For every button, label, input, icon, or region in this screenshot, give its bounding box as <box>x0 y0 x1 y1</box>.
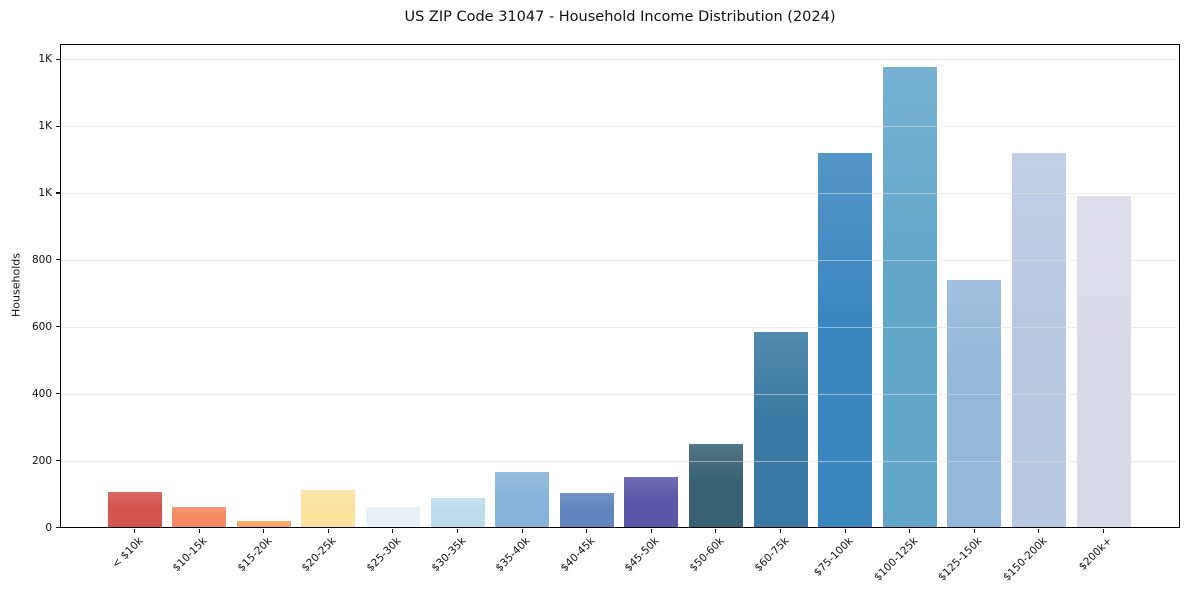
x-tick-mark <box>973 528 975 533</box>
gridline <box>61 326 1178 328</box>
bar-200k <box>1076 196 1131 528</box>
x-tick-mark <box>263 528 265 533</box>
gridline <box>61 126 1178 128</box>
bar-50-60k <box>688 443 743 528</box>
x-tick-mark <box>779 528 782 533</box>
x-tick-mark <box>198 528 200 533</box>
x-tick-label: < $10k <box>109 534 145 571</box>
y-tick-label: 200 <box>31 454 52 467</box>
y-tick-label: 800 <box>31 253 52 266</box>
bar-150-200k <box>1011 152 1066 528</box>
gridline <box>61 59 1178 61</box>
y-tick-label: 0 <box>45 521 52 534</box>
x-tick-mark <box>715 528 717 533</box>
bar-30-35k <box>430 498 485 528</box>
x-tick-mark <box>456 528 459 533</box>
bar-15-20k <box>236 520 291 528</box>
bar-40-45k <box>559 492 614 528</box>
gridline <box>61 460 1178 462</box>
x-tick-mark <box>1102 528 1105 533</box>
y-tick-label: 1K <box>38 120 52 133</box>
x-tick-mark <box>521 528 523 533</box>
bar-25-30k <box>365 507 420 528</box>
gridline <box>61 193 1178 194</box>
y-tick-mark <box>55 259 60 261</box>
y-tick-mark <box>55 460 60 462</box>
x-tick-mark <box>133 528 136 533</box>
bar-75-100k <box>818 152 873 528</box>
y-tick-label: 1K <box>38 53 52 66</box>
y-tick-mark <box>55 326 60 328</box>
x-tick-mark <box>650 528 652 533</box>
y-tick-mark <box>55 58 60 60</box>
gridline <box>61 259 1178 261</box>
bar-35-40k <box>495 472 550 528</box>
y-tick-mark <box>55 125 60 127</box>
y-tick-mark <box>55 192 60 194</box>
bar-60-75k <box>753 331 808 528</box>
bar-10-15k <box>172 506 227 528</box>
y-tick-label: 400 <box>31 387 52 400</box>
bar-100-125k <box>882 66 937 528</box>
bar-45-50k <box>624 476 679 528</box>
x-tick-mark <box>392 528 394 533</box>
x-tick-mark <box>1038 528 1040 533</box>
x-tick-mark <box>586 528 588 533</box>
bar-20-25k <box>301 489 356 528</box>
y-tick-mark <box>55 393 60 395</box>
y-tick-label: 1K <box>38 187 52 199</box>
chart-title: US ZIP Code 31047 - Household Income Dis… <box>404 9 836 25</box>
x-tick-mark <box>844 528 846 533</box>
x-tick-mark <box>327 528 329 533</box>
y-tick-mark <box>55 526 60 529</box>
y-tick-label: 600 <box>31 320 52 333</box>
bar-10k <box>107 492 162 528</box>
x-tick-mark <box>909 528 911 533</box>
gridline <box>61 393 1178 395</box>
bar-125-150k <box>947 279 1002 528</box>
